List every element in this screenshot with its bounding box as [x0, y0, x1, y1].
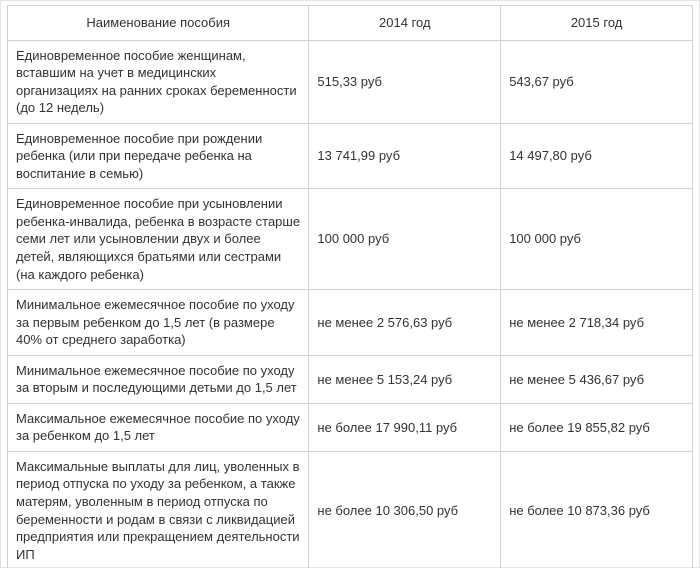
cell-name: Единовременное пособие при рождении ребе…: [8, 123, 309, 189]
cell-2015: 14 497,80 руб: [501, 123, 693, 189]
cell-2015: не менее 2 718,34 руб: [501, 290, 693, 356]
table-row: Максимальное ежемесячное пособие по уход…: [8, 403, 693, 451]
table-row: Единовременное пособие при усыновлении р…: [8, 189, 693, 290]
col-header-name: Наименование пособия: [8, 6, 309, 41]
cell-2014: 515,33 руб: [309, 40, 501, 123]
table-row: Единовременное пособие женщинам, вставши…: [8, 40, 693, 123]
cell-name: Максимальное ежемесячное пособие по уход…: [8, 403, 309, 451]
table-header-row: Наименование пособия 2014 год 2015 год: [8, 6, 693, 41]
cell-2014: 100 000 руб: [309, 189, 501, 290]
cell-name: Максимальные выплаты для лиц, уволенных …: [8, 451, 309, 568]
cell-2015: не более 10 873,36 руб: [501, 451, 693, 568]
col-header-2014: 2014 год: [309, 6, 501, 41]
benefits-table: Наименование пособия 2014 год 2015 год Е…: [7, 5, 693, 568]
cell-2015: 543,67 руб: [501, 40, 693, 123]
cell-2015: 100 000 руб: [501, 189, 693, 290]
cell-name: Единовременное пособие при усыновлении р…: [8, 189, 309, 290]
cell-name: Минимальное ежемесячное пособие по уходу…: [8, 355, 309, 403]
cell-2014: не более 17 990,11 руб: [309, 403, 501, 451]
table-row: Минимальное ежемесячное пособие по уходу…: [8, 355, 693, 403]
cell-2014: 13 741,99 руб: [309, 123, 501, 189]
cell-2014: не более 10 306,50 руб: [309, 451, 501, 568]
cell-2014: не менее 2 576,63 руб: [309, 290, 501, 356]
table-row: Минимальное ежемесячное пособие по уходу…: [8, 290, 693, 356]
cell-2014: не менее 5 153,24 руб: [309, 355, 501, 403]
col-header-2015: 2015 год: [501, 6, 693, 41]
table-row: Единовременное пособие при рождении ребе…: [8, 123, 693, 189]
cell-name: Единовременное пособие женщинам, вставши…: [8, 40, 309, 123]
cell-name: Минимальное ежемесячное пособие по уходу…: [8, 290, 309, 356]
table-row: Максимальные выплаты для лиц, уволенных …: [8, 451, 693, 568]
cell-2015: не более 19 855,82 руб: [501, 403, 693, 451]
cell-2015: не менее 5 436,67 руб: [501, 355, 693, 403]
table-body: Единовременное пособие женщинам, вставши…: [8, 40, 693, 568]
table-container: Наименование пособия 2014 год 2015 год Е…: [0, 0, 700, 568]
